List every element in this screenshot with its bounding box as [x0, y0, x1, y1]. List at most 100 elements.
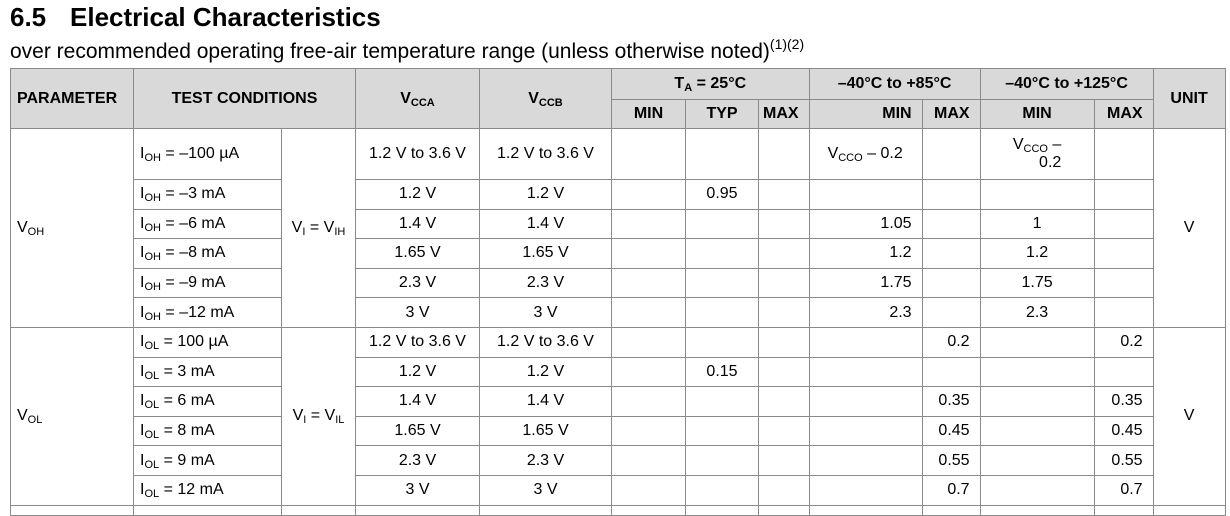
vccb-value: 1.65 V [479, 415, 612, 447]
min-85c: 1.05 [808, 208, 923, 240]
vcca-value: 1.2 V [355, 356, 480, 388]
max-125c: 0.35 [1093, 386, 1154, 417]
cell-empty [758, 504, 810, 516]
footnote-refs[interactable]: (1)(2) [769, 36, 805, 52]
vcca-value: 3 V [355, 297, 480, 328]
unit-voh: V [1152, 128, 1226, 328]
cond-current: IOH = –12 mA [133, 297, 282, 328]
min-25c [611, 179, 686, 210]
min-125c: 1.75 [979, 267, 1095, 299]
table-row-partial [10, 504, 1226, 516]
max-85c [921, 267, 981, 299]
typ-25c [685, 415, 759, 447]
max-125c: 0.45 [1093, 415, 1154, 447]
min-85c [808, 179, 923, 210]
cond-current: IOL = 9 mA [133, 445, 282, 476]
cell-empty [685, 504, 759, 516]
table-row: VOH IOH = –100 µA VI = VIH 1.2 V to 3.6 … [10, 128, 1226, 328]
max-85c: 0.35 [921, 386, 981, 417]
max-25c [758, 445, 810, 476]
typ-25c [685, 326, 759, 358]
max-85c [921, 128, 981, 180]
min-25c [611, 356, 686, 388]
table-row: IOH = –6 mA 1.4 V 1.4 V 1.05 1 [11, 208, 1226, 240]
min-25c [611, 386, 686, 417]
cell-empty [281, 504, 356, 516]
min-25c [611, 208, 686, 240]
max-125c [1093, 297, 1154, 328]
max-125c [1093, 179, 1154, 210]
electrical-characteristics-table: PARAMETER TEST CONDITIONS VCCA VCCB TA =… [10, 68, 1226, 516]
cond-current: IOH = –8 mA [133, 238, 282, 269]
param-voh: VOH [10, 128, 134, 328]
min-125c: VCCO –0.2 [979, 128, 1095, 180]
table-row: IOH = –9 mA 2.3 V 2.3 V 1.75 1.75 [11, 267, 1226, 299]
subtitle-text: over recommended operating free-air temp… [10, 40, 770, 63]
cell-empty [979, 504, 1095, 516]
max-85c: 0.45 [921, 415, 981, 447]
table-row: IOL = 3 mA 1.2 V 1.2 V 0.15 [11, 356, 1226, 388]
min-125c: 2.3 [979, 297, 1095, 328]
min-85c [808, 386, 923, 417]
header-typ-25c: TYP [685, 99, 759, 129]
max-85c: 0.55 [921, 445, 981, 476]
typ-25c [685, 208, 759, 240]
max-125c [1093, 208, 1154, 240]
header-max-125c: MAX [1093, 99, 1154, 129]
section-title: Electrical Characteristics [70, 2, 381, 32]
cell-empty [10, 504, 134, 516]
min-125c [979, 179, 1095, 210]
header-max-25c: MAX [758, 99, 810, 129]
header-range-125c: –40°C to +125°C [979, 68, 1154, 100]
max-85c [921, 356, 981, 388]
typ-25c [685, 297, 759, 328]
cond-current: IOH = –9 mA [133, 267, 282, 299]
min-125c [979, 386, 1095, 417]
cond-current: IOH = –100 µA [133, 128, 282, 180]
max-25c [758, 297, 810, 328]
typ-25c [685, 474, 759, 506]
max-25c [758, 238, 810, 269]
cell-empty [1152, 504, 1226, 516]
cond-current: IOL = 6 mA [133, 386, 282, 417]
cell-empty [611, 504, 686, 516]
max-125c: 0.2 [1093, 326, 1154, 358]
min-85c: 2.3 [808, 297, 923, 328]
header-min-85c: MIN [808, 99, 923, 129]
table-row: IOL = 6 mA 1.4 V 1.4 V 0.35 0.35 [11, 386, 1226, 417]
cell-empty [808, 504, 923, 516]
table-row: IOH = –12 mA 3 V 3 V 2.3 2.3 [11, 297, 1226, 328]
header-min-125c: MIN [979, 99, 1095, 129]
cond-current: IOH = –3 mA [133, 179, 282, 210]
header-max-85c: MAX [921, 99, 981, 129]
vcca-value: 1.4 V [355, 386, 480, 417]
cell-empty [355, 504, 480, 516]
cell-empty [921, 504, 981, 516]
typ-25c: 0.15 [685, 356, 759, 388]
max-85c: 0.7 [921, 474, 981, 506]
max-25c [758, 267, 810, 299]
cond-current: IOL = 8 mA [133, 415, 282, 447]
vccb-value: 2.3 V [479, 267, 612, 299]
vccb-value: 2.3 V [479, 445, 612, 476]
max-125c [1093, 356, 1154, 388]
max-25c [758, 356, 810, 388]
vcca-value: 2.3 V [355, 267, 480, 299]
min-125c [979, 415, 1095, 447]
vcca-value: 1.65 V [355, 415, 480, 447]
typ-25c [685, 386, 759, 417]
min-85c [808, 415, 923, 447]
vcca-value: 2.3 V [355, 445, 480, 476]
max-25c [758, 386, 810, 417]
header-vccb: VCCB [479, 68, 612, 129]
min-125c: 1.2 [979, 238, 1095, 269]
header-parameter: PARAMETER [10, 68, 134, 129]
min-25c [611, 128, 686, 180]
header-min-25c: MIN [611, 99, 686, 129]
max-85c: 0.2 [921, 326, 981, 358]
min-85c: VCCO – 0.2 [808, 128, 923, 180]
section-heading: 6.5 Electrical Characteristics [10, 1, 381, 33]
max-25c [758, 474, 810, 506]
min-125c [979, 474, 1095, 506]
typ-25c [685, 445, 759, 476]
